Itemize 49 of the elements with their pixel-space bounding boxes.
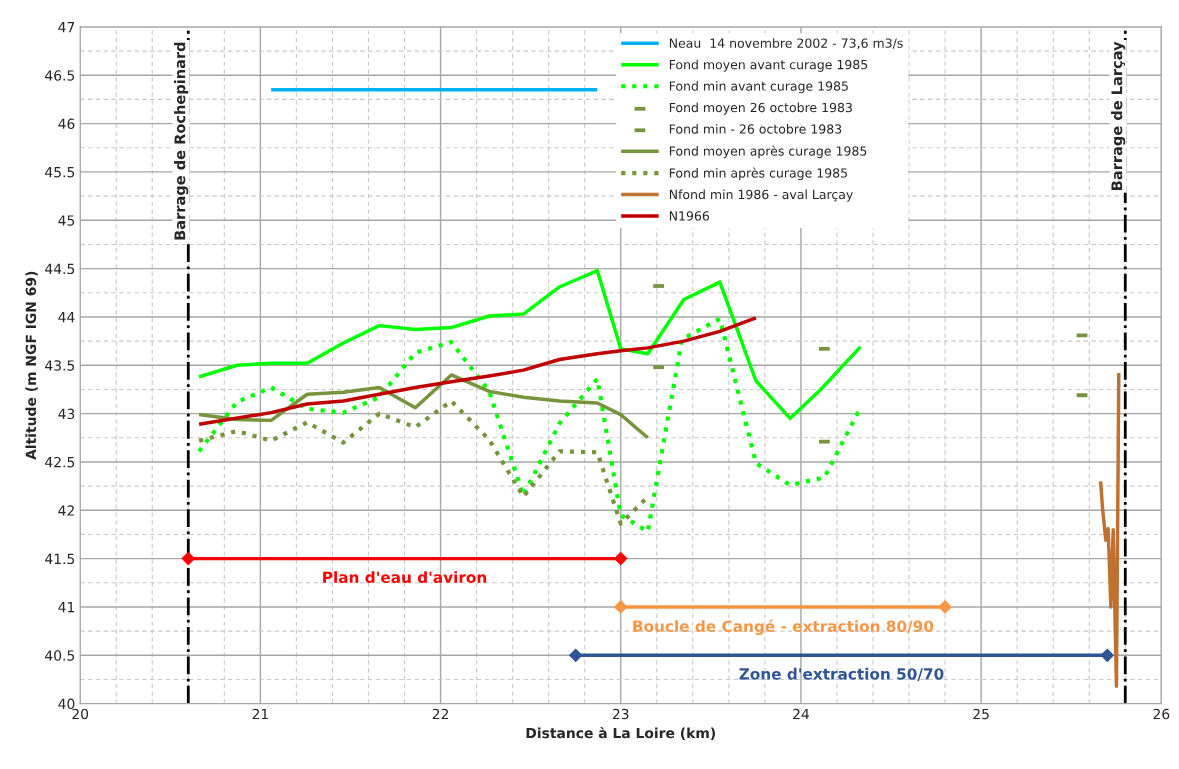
x-tick-label: 20 xyxy=(72,708,89,720)
x-axis-title: Distance à La Loire (km) xyxy=(526,726,715,740)
line-series xyxy=(197,268,863,421)
y-tick-label: 41.5 xyxy=(45,553,75,565)
legend-label: Fond moyen 26 octobre 1983 xyxy=(669,102,852,115)
point xyxy=(569,648,583,662)
y-tick-label: 44 xyxy=(58,312,75,323)
x-tick-label: 22 xyxy=(432,708,448,720)
legend-label: Fond min après curage 1985 xyxy=(669,167,847,181)
point xyxy=(938,600,952,614)
legend-label: Fond min - 26 octobre 1983 xyxy=(669,124,842,134)
legend-label: Nfond min 1986 - aval Larçay xyxy=(669,189,853,202)
y-tick-label: 47 xyxy=(58,22,75,33)
point xyxy=(1100,648,1114,662)
line-series xyxy=(197,316,863,534)
y-tick-label: 46 xyxy=(58,118,75,130)
series-label: Zone d'extraction 50/70 xyxy=(739,667,944,681)
y-tick-label: 43 xyxy=(58,408,75,420)
legend-label: Fond min avant curage 1985 xyxy=(669,81,848,94)
y-tick-label: 44.5 xyxy=(45,263,75,275)
y-tick-label: 42 xyxy=(58,505,74,516)
series-label: Boucle de Cangé - extraction 80/90 xyxy=(633,619,934,636)
legend-label: Fond moyen avant curage 1985 xyxy=(669,59,868,72)
series-label: Plan d'eau d'aviron xyxy=(323,571,487,584)
y-tick-label: 45.5 xyxy=(45,167,75,178)
y-tick-label: 45 xyxy=(58,215,75,226)
y-tick-label: 43.5 xyxy=(45,360,75,371)
y-tick-label: 41 xyxy=(58,602,75,613)
y-tick-label: 40 xyxy=(58,698,75,710)
y-tick-label: 42.5 xyxy=(45,456,75,468)
legend-label: Neau 14 novembre 2002 - 73,6 m3/s xyxy=(669,38,903,50)
x-tick-label: 25 xyxy=(973,708,989,720)
point xyxy=(614,600,628,614)
x-tick-label: 26 xyxy=(1153,708,1170,720)
x-tick-label: 24 xyxy=(793,708,809,720)
y-tick-label: 40.5 xyxy=(45,650,75,661)
line-series xyxy=(1098,371,1121,688)
legend-label: N1966 xyxy=(669,211,710,221)
ref-line-label: Barrage de Rochepinard xyxy=(174,42,189,240)
x-tick-label: 23 xyxy=(612,708,629,720)
legend-label: Fond moyen après curage 1985 xyxy=(669,145,867,159)
point xyxy=(181,552,195,566)
point xyxy=(614,552,628,566)
x-tick-label: 21 xyxy=(252,708,268,720)
y-axis-title: Altitude (m NGF IGN 69) xyxy=(25,271,38,460)
line-series xyxy=(197,316,758,426)
line-series xyxy=(197,373,650,440)
y-tick-label: 46.5 xyxy=(45,70,75,81)
ref-line-label: Barrage de Larçay xyxy=(1111,41,1126,190)
